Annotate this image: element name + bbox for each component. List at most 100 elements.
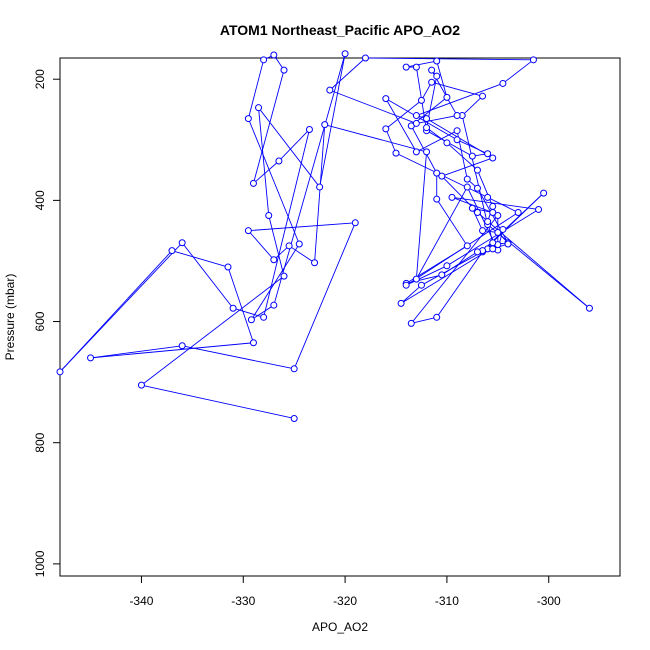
series-segment <box>171 250 229 268</box>
data-point <box>280 272 288 280</box>
data-point <box>489 154 497 162</box>
data-point <box>290 365 298 373</box>
data-point <box>499 79 507 87</box>
series-segment <box>385 98 417 153</box>
data-point <box>244 227 252 235</box>
series-segment <box>247 118 300 245</box>
series-segment <box>293 222 356 369</box>
series-segment <box>248 230 275 261</box>
data-point <box>473 184 481 192</box>
data-point <box>463 242 471 250</box>
series-segment <box>477 169 494 207</box>
data-point <box>244 115 252 123</box>
data-point <box>443 262 451 270</box>
data-point <box>453 127 461 135</box>
data-point <box>280 66 288 74</box>
data-point <box>433 195 441 203</box>
data-point <box>178 342 186 350</box>
data-point <box>417 281 425 289</box>
series-segment <box>385 128 397 154</box>
series-segment <box>247 59 265 119</box>
data-point <box>423 115 431 123</box>
data-point <box>382 125 390 133</box>
series-segment <box>268 215 285 277</box>
series-points <box>56 50 593 422</box>
data-point <box>265 212 273 220</box>
series-segment <box>446 142 478 171</box>
data-point <box>407 319 415 327</box>
series-segment <box>487 196 519 213</box>
data-point <box>585 304 593 312</box>
series-segment <box>385 98 458 141</box>
series-segment <box>461 95 483 116</box>
data-point <box>326 86 334 94</box>
series-segment <box>329 57 366 91</box>
data-point <box>285 242 293 250</box>
data-point <box>305 125 313 133</box>
series-segment <box>405 212 519 286</box>
data-point <box>392 149 400 157</box>
series-segment <box>324 124 427 153</box>
x-tick-label: -310 <box>435 594 459 608</box>
data-point <box>438 172 446 180</box>
data-point <box>540 189 548 197</box>
data-point <box>489 208 497 216</box>
data-point <box>412 112 420 120</box>
series-segment <box>416 83 504 116</box>
series-segment <box>385 100 422 130</box>
data-point <box>417 96 425 104</box>
series-segment <box>182 345 295 370</box>
y-tick-label: 400 <box>33 190 47 210</box>
data-point <box>428 66 436 74</box>
data-point <box>484 193 492 201</box>
series-segment <box>181 242 234 309</box>
series-segment <box>314 124 326 263</box>
data-point <box>479 92 487 100</box>
data-point <box>529 56 537 64</box>
series-segment <box>411 316 437 324</box>
series-segment <box>253 69 285 184</box>
series-segment <box>232 307 264 318</box>
data-point <box>224 263 232 271</box>
series-segment <box>251 304 275 321</box>
data-point <box>423 148 431 156</box>
x-axis: -340 -330 -320 -310 -300 <box>129 576 561 608</box>
series-segment <box>441 157 493 177</box>
series-segment <box>400 284 422 304</box>
data-point <box>249 339 257 347</box>
data-point <box>463 183 471 191</box>
data-point <box>428 78 436 86</box>
series-segment <box>329 89 417 124</box>
series-segment <box>365 57 534 61</box>
series-segment <box>258 107 320 188</box>
series-segment <box>446 209 539 267</box>
series-segment <box>90 345 183 359</box>
series-segment <box>248 222 356 232</box>
data-point <box>468 152 476 160</box>
series-segment <box>436 60 448 98</box>
series-segment <box>141 275 285 386</box>
data-point <box>270 51 278 59</box>
data-point <box>443 93 451 101</box>
data-point <box>361 54 369 62</box>
data-point <box>321 121 329 129</box>
data-point <box>412 275 420 283</box>
series-segment <box>416 130 458 153</box>
series-segment <box>258 107 270 216</box>
series-segment <box>227 266 254 343</box>
series-segment <box>288 245 315 264</box>
series-segment <box>141 384 295 419</box>
series-segment <box>319 53 346 188</box>
series-segment <box>406 60 437 68</box>
data-point <box>290 414 298 422</box>
y-tick-label: 600 <box>33 311 47 331</box>
series-lines <box>59 53 590 419</box>
data-point <box>412 119 420 127</box>
data-point <box>270 301 278 309</box>
x-tick-label: -330 <box>231 594 255 608</box>
data-point <box>453 112 461 120</box>
series-segment <box>251 243 300 320</box>
data-point <box>260 56 268 64</box>
series-segment <box>436 251 483 318</box>
